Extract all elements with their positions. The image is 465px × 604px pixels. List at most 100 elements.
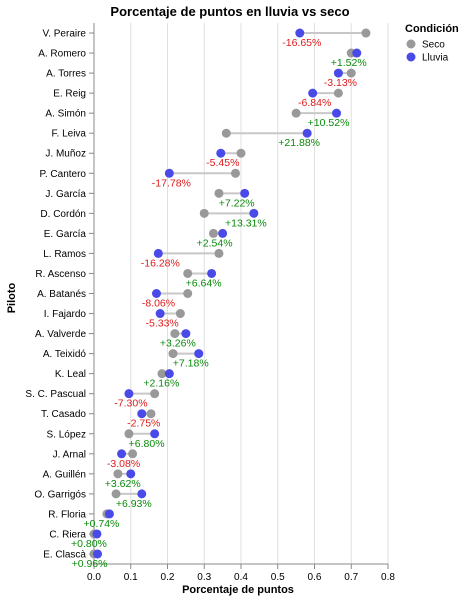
lluvia-point <box>249 208 259 218</box>
seco-point <box>175 309 185 319</box>
delta-label: +0.74% <box>83 518 119 530</box>
lluvia-point <box>295 28 305 38</box>
seco-point <box>361 28 371 38</box>
seco-point <box>230 168 240 178</box>
pilot-label: A. Romero <box>38 49 86 60</box>
legend-label-seco: Seco <box>422 40 445 51</box>
x-axis-title: Porcentaje de puntos <box>182 584 294 596</box>
delta-label: +2.54% <box>197 237 233 249</box>
seco-point <box>183 268 193 278</box>
seco-point <box>168 349 178 359</box>
pilot-label: J. García <box>45 189 86 200</box>
y-axis-title: Piloto <box>6 282 18 313</box>
pilot-label: D. Cordón <box>40 209 86 220</box>
pilot-label: C. Riera <box>49 529 86 540</box>
delta-label: +7.22% <box>219 197 255 209</box>
legend-swatch-lluvia <box>406 52 416 62</box>
x-tick-label: 0.5 <box>271 572 285 583</box>
seco-point <box>128 449 138 459</box>
delta-label: +21.88% <box>278 137 320 149</box>
pilot-label: J. Muñoz <box>45 149 86 160</box>
pilot-label: J. Arnal <box>53 449 86 460</box>
pilot-label: R. Ascenso <box>35 269 86 280</box>
delta-label: +6.64% <box>186 277 222 289</box>
seco-point <box>214 248 224 258</box>
pilot-label: E. Clascà <box>43 549 86 560</box>
pilot-label: I. Fajardo <box>44 309 87 320</box>
delta-label: +0.80% <box>71 538 107 550</box>
seco-point <box>183 289 193 298</box>
lluvia-point <box>333 68 343 78</box>
pilot-label: A. Batanés <box>37 289 86 300</box>
pilot-label: T. Casado <box>41 409 86 420</box>
pilot-label: A. Valverde <box>35 329 86 340</box>
seco-point <box>333 88 343 98</box>
pilot-label: E. García <box>44 229 87 240</box>
legend-swatch-seco <box>406 39 416 49</box>
seco-point <box>113 469 123 479</box>
pilot-label: L. Ramos <box>43 249 86 260</box>
seco-point <box>346 68 356 78</box>
pilot-label: A. Teixidó <box>43 349 87 360</box>
legend: Condición Seco Lluvia <box>405 23 459 64</box>
seco-point <box>208 228 218 238</box>
delta-label: -6.84% <box>298 97 331 109</box>
lluvia-point <box>151 289 161 298</box>
lluvia-point <box>104 509 114 519</box>
seco-point <box>157 369 167 379</box>
delta-label: +13.31% <box>225 217 267 229</box>
lluvia-point <box>302 128 312 138</box>
seco-point <box>291 108 301 118</box>
delta-label: +2.16% <box>143 378 179 390</box>
delta-label: -7.30% <box>114 398 147 410</box>
lluvia-point <box>181 329 191 339</box>
pilot-label: P. Cantero <box>39 169 86 180</box>
delta-label: -8.06% <box>142 298 175 310</box>
x-tick-label: 0.2 <box>161 572 175 583</box>
x-tick-label: 0.3 <box>197 572 211 583</box>
pilot-label: E. Reig <box>53 89 86 100</box>
delta-label: -3.08% <box>107 458 140 470</box>
pilot-label: R. Floria <box>48 509 86 520</box>
pilot-label: K. Leal <box>55 369 86 380</box>
delta-labels: -16.65% +1.52% -3.13% -6.84% +10.52% +21.88% -… <box>71 37 367 570</box>
pilot-label: A. Guillén <box>43 469 86 480</box>
delta-label: +0.96% <box>72 558 108 570</box>
seco-point <box>111 489 121 499</box>
lluvia-point <box>207 268 217 278</box>
pilot-label: O. Garrigós <box>34 489 86 500</box>
seco-point <box>124 429 134 439</box>
seco-point <box>146 409 156 419</box>
lluvia-point <box>137 409 147 419</box>
delta-label: +7.18% <box>173 358 209 370</box>
lluvia-point <box>93 549 103 559</box>
legend-label-lluvia: Lluvia <box>422 53 449 64</box>
delta-label: -17.78% <box>152 177 191 189</box>
lluvia-point <box>240 188 250 198</box>
seco-point <box>236 148 246 158</box>
pilot-label: V. Peraire <box>42 29 86 40</box>
delta-label: +3.62% <box>105 478 141 490</box>
lluvia-point <box>218 228 228 238</box>
seco-point <box>170 329 180 339</box>
delta-label: -5.33% <box>146 318 179 330</box>
lluvia-point <box>153 248 163 258</box>
x-tick-label: 0.7 <box>344 572 358 583</box>
x-tick-label: 0.6 <box>308 572 322 583</box>
lluvia-point <box>164 168 174 178</box>
lluvia-point <box>164 369 174 379</box>
seco-point <box>199 208 209 218</box>
marks-layer <box>89 28 371 559</box>
lluvia-point <box>155 309 165 319</box>
pilot-label: A. Simón <box>45 109 86 120</box>
x-axis: 0.0 0.1 0.2 0.3 0.4 0.5 0.6 0.7 0.8 <box>87 23 395 583</box>
x-tick-label: 0.0 <box>87 572 101 583</box>
lluvia-point <box>126 469 136 479</box>
seco-point <box>221 128 231 138</box>
lluvia-point <box>117 449 127 459</box>
x-tick-label: 0.1 <box>124 572 138 583</box>
delta-label: -5.45% <box>206 157 239 169</box>
seco-point <box>150 389 160 399</box>
pilot-labels: V. Peraire A. Romero A. Torres E. Reig A. Si… <box>25 29 86 561</box>
